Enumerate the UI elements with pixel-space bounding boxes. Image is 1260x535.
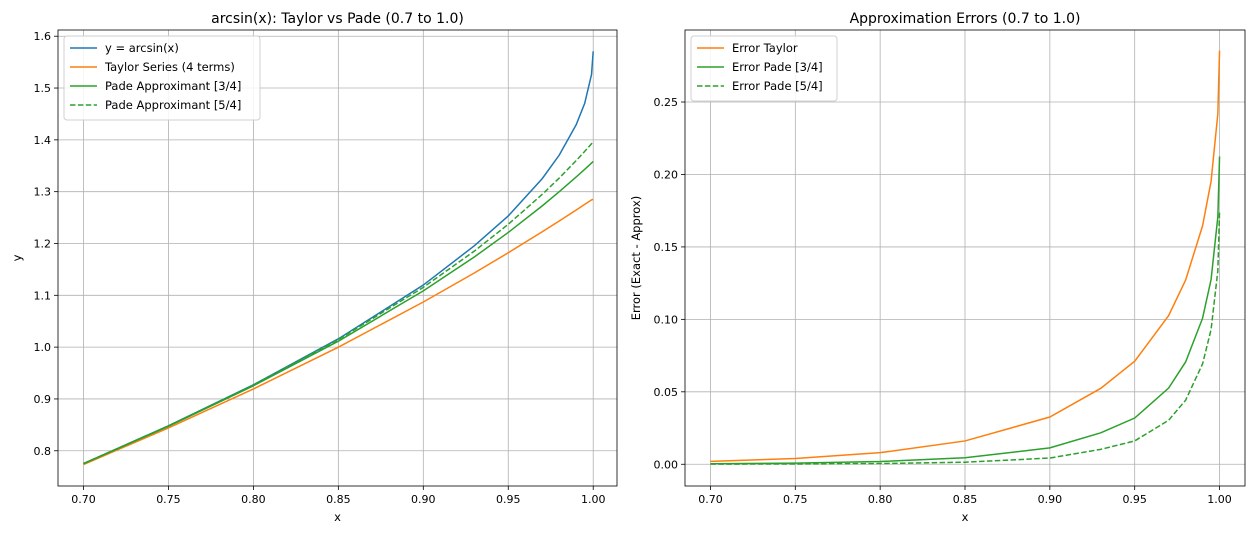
y-tick-label: 0.20 [654, 168, 679, 181]
chart-1: 0.70 0.75 0.80 0.85 0.90 0.95 1.00 0.00 0.05 0.10… [629, 11, 1246, 524]
x-tick-label: 0.70 [71, 493, 96, 506]
x-tick-label: 0.80 [241, 493, 266, 506]
x-tick-label: 1.00 [581, 493, 606, 506]
y-tick-label: 1.6 [34, 30, 52, 43]
legend-label: Error Pade [5/4] [732, 79, 823, 93]
x-tick-label: 0.70 [698, 493, 723, 506]
axes-frame [57, 29, 618, 487]
y-tick-label: 1.3 [34, 186, 52, 199]
x-tick-label: 1.00 [1207, 493, 1232, 506]
y-tick-label: 1.5 [34, 82, 52, 95]
x-tick-label: 0.80 [868, 493, 893, 506]
x-axis-label: x [962, 510, 969, 524]
x-tick-label: 0.75 [156, 493, 181, 506]
chart-title: arcsin(x): Taylor vs Pade (0.7 to 1.0) [211, 11, 464, 27]
legend-label: Pade Approximant [5/4] [105, 98, 241, 112]
x-tick-label: 0.95 [496, 493, 521, 506]
series-line-0 [710, 50, 1221, 463]
y-tick-label: 1.1 [34, 289, 52, 302]
chart-0: 0.70 0.75 0.80 0.85 0.90 0.95 1.00 0.8 0.9 1.0 1.1… [10, 11, 618, 524]
y-tick-label: 0.10 [654, 313, 679, 326]
legend-box [690, 35, 838, 102]
legend-box [63, 35, 261, 121]
y-tick-label: 1.4 [34, 134, 52, 147]
y-axis-label: y [10, 254, 24, 261]
series-line-1 [83, 198, 594, 466]
y-tick-label: 1.2 [34, 237, 52, 250]
x-tick-label: 0.95 [1122, 493, 1147, 506]
y-tick-label: 0.00 [654, 458, 679, 471]
legend-label: y = arcsin(x) [105, 41, 179, 55]
x-tick-label: 0.90 [1038, 493, 1063, 506]
y-tick-label: 0.15 [654, 241, 679, 254]
legend: Error Taylor Error Pade [3/4] Error Pade [… [690, 35, 838, 102]
series-line-1 [710, 156, 1221, 465]
legend-label: Taylor Series (4 terms) [104, 60, 235, 74]
x-axis-label: x [334, 510, 341, 524]
legend-label: Pade Approximant [3/4] [105, 79, 241, 93]
axes-frame [684, 29, 1246, 487]
y-tick-label: 0.05 [654, 386, 679, 399]
y-tick-label: 0.9 [34, 393, 52, 406]
chart-title: Approximation Errors (0.7 to 1.0) [850, 11, 1081, 27]
y-axis-label: Error (Exact - Approx) [629, 196, 643, 321]
x-tick-label: 0.85 [326, 493, 351, 506]
x-tick-label: 0.75 [783, 493, 808, 506]
series-line-2 [710, 211, 1221, 465]
series-line-3 [83, 141, 594, 465]
y-tick-label: 0.25 [654, 96, 679, 109]
legend-label: Error Taylor [732, 41, 798, 55]
legend: y = arcsin(x) Taylor Series (4 terms) Pade… [63, 35, 261, 121]
series-line-0 [83, 51, 594, 465]
y-tick-label: 0.8 [34, 445, 52, 458]
x-tick-label: 0.90 [411, 493, 436, 506]
x-tick-label: 0.85 [953, 493, 978, 506]
legend-label: Error Pade [3/4] [732, 60, 823, 74]
y-tick-label: 1.0 [34, 341, 52, 354]
